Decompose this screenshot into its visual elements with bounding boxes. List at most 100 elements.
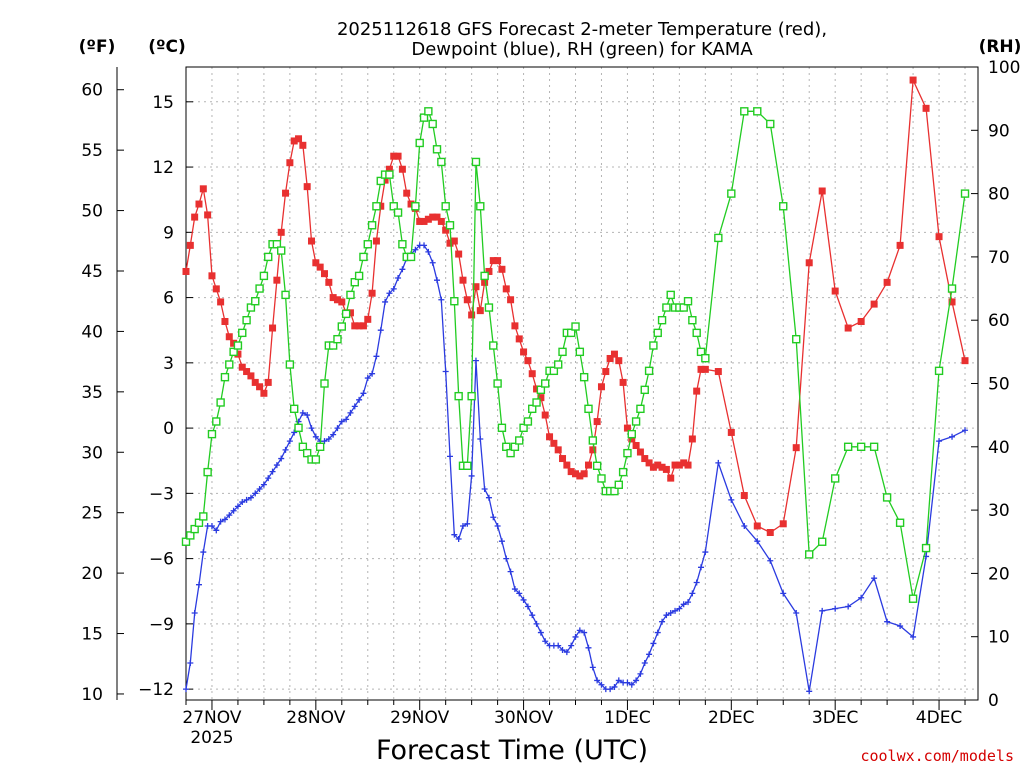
dewpoint-point: [646, 651, 653, 658]
2-meter-temperature-point: [385, 165, 393, 173]
2-meter-temperature-point: [251, 378, 259, 386]
series-group: [181, 76, 970, 695]
rh-tick-label: 100: [988, 58, 1020, 78]
dewpoint-point: [633, 677, 640, 684]
rh-point: [497, 423, 507, 433]
x-tick-label: 2DEC: [708, 708, 755, 728]
dewpoint-point: [498, 538, 505, 545]
dewpoint-point: [819, 607, 826, 614]
rh-tick-label: 90: [988, 121, 1010, 141]
rh-point: [947, 284, 957, 293]
dewpoint-point: [672, 607, 679, 614]
dewpoint-point: [213, 527, 220, 534]
dewpoint-point: [611, 683, 618, 690]
dewpoint-point: [936, 438, 943, 445]
2-meter-temperature-point: [615, 357, 623, 365]
rh-point: [688, 316, 697, 325]
2-meter-temperature-point: [320, 270, 328, 278]
2-meter-temperature-point: [554, 446, 562, 454]
rh-point: [194, 518, 204, 527]
rh-point: [515, 436, 524, 445]
2-meter-temperature-point: [697, 365, 705, 373]
dewpoint-point: [511, 586, 518, 593]
dewpoint-point: [698, 564, 705, 571]
2-meter-temperature-point: [303, 183, 311, 191]
2-meter-temperature-point: [667, 474, 675, 482]
2-meter-temperature-point: [225, 333, 233, 341]
fahrenheit-tick-label: 40: [81, 322, 103, 342]
dewpoint-point: [962, 427, 969, 434]
rh-point: [502, 442, 511, 451]
2-meter-temperature-point: [546, 433, 554, 441]
celsius-tick-label: −9: [149, 615, 174, 635]
dewpoint-point: [226, 512, 233, 519]
dewpoint-point: [598, 681, 605, 688]
2-meter-temperature-point: [269, 324, 277, 332]
2-meter-temperature-point: [576, 472, 584, 480]
2-meter-temperature-point: [325, 278, 333, 286]
rh-point: [350, 278, 359, 287]
rh-point: [640, 385, 649, 395]
dewpoint-point: [325, 435, 332, 442]
2-meter-temperature-point: [844, 324, 852, 332]
dewpoint-point: [806, 688, 813, 695]
2-meter-temperature-point: [619, 378, 627, 386]
2-meter-temperature-point: [489, 257, 497, 265]
dewpoint-point: [265, 475, 272, 482]
2-meter-temperature-point: [191, 213, 199, 221]
fahrenheit-tick-label: 35: [81, 383, 103, 403]
rh-tick-label: 80: [988, 185, 1010, 205]
2-meter-temperature-point: [316, 263, 324, 271]
2-meter-temperature-point: [212, 285, 220, 293]
2-meter-temperature-point: [468, 311, 476, 319]
2-meter-temperature-point: [606, 354, 614, 362]
2-meter-temperature-point: [550, 439, 558, 447]
x-tick-label: 3DEC: [812, 708, 859, 728]
2-meter-temperature-point: [199, 185, 207, 193]
dewpoint-point: [412, 246, 419, 253]
dewpoint-point: [464, 520, 471, 527]
2-meter-temperature-point: [338, 298, 346, 306]
dewpoint-point: [659, 618, 666, 625]
rh-tick-label: 10: [988, 628, 1010, 648]
dewpoint-point: [555, 642, 562, 649]
rh-point: [592, 461, 602, 470]
rh-point: [653, 328, 662, 338]
2-meter-temperature-point: [909, 76, 917, 84]
2-meter-temperature-point: [351, 322, 359, 330]
rh-point: [277, 246, 286, 255]
rh-point: [532, 398, 541, 407]
fahrenheit-tick-label: 20: [81, 564, 103, 584]
rh-point: [367, 221, 377, 230]
2-meter-temperature-point: [792, 444, 800, 452]
2-meter-temperature-point: [658, 463, 666, 471]
rh-point: [766, 119, 775, 129]
rh-point: [225, 360, 234, 369]
dewpoint-point: [728, 496, 735, 503]
rh-point: [869, 442, 879, 451]
dewpoint-point: [425, 248, 432, 255]
rh-unit-label: (RH): [979, 37, 1022, 57]
dewpoint-point: [949, 433, 956, 440]
rh-point: [553, 360, 563, 369]
dewpoint-point: [321, 438, 328, 445]
2-meter-temperature-point: [186, 241, 194, 249]
dewpoint-point: [364, 375, 371, 382]
dewpoint-point: [693, 579, 700, 586]
dewpoint-point: [183, 686, 189, 693]
2-meter-temperature-point: [398, 165, 406, 173]
rh-tick-label: 60: [988, 311, 1010, 331]
rh-point: [597, 474, 606, 483]
dewpoint-point: [780, 590, 787, 597]
2-meter-temperature-point: [377, 202, 385, 210]
dewpoint-point: [607, 686, 614, 693]
rh-point: [207, 429, 217, 439]
2-meter-temperature-point: [208, 272, 216, 280]
dewpoint-point: [334, 425, 341, 432]
dewpoint-point: [663, 612, 670, 619]
2-meter-temperature-point: [636, 448, 644, 456]
dewpoint-point: [343, 416, 350, 423]
fahrenheit-tick-label: 10: [81, 685, 103, 705]
rh-point: [229, 347, 238, 357]
2-meter-temperature-point: [256, 383, 264, 391]
